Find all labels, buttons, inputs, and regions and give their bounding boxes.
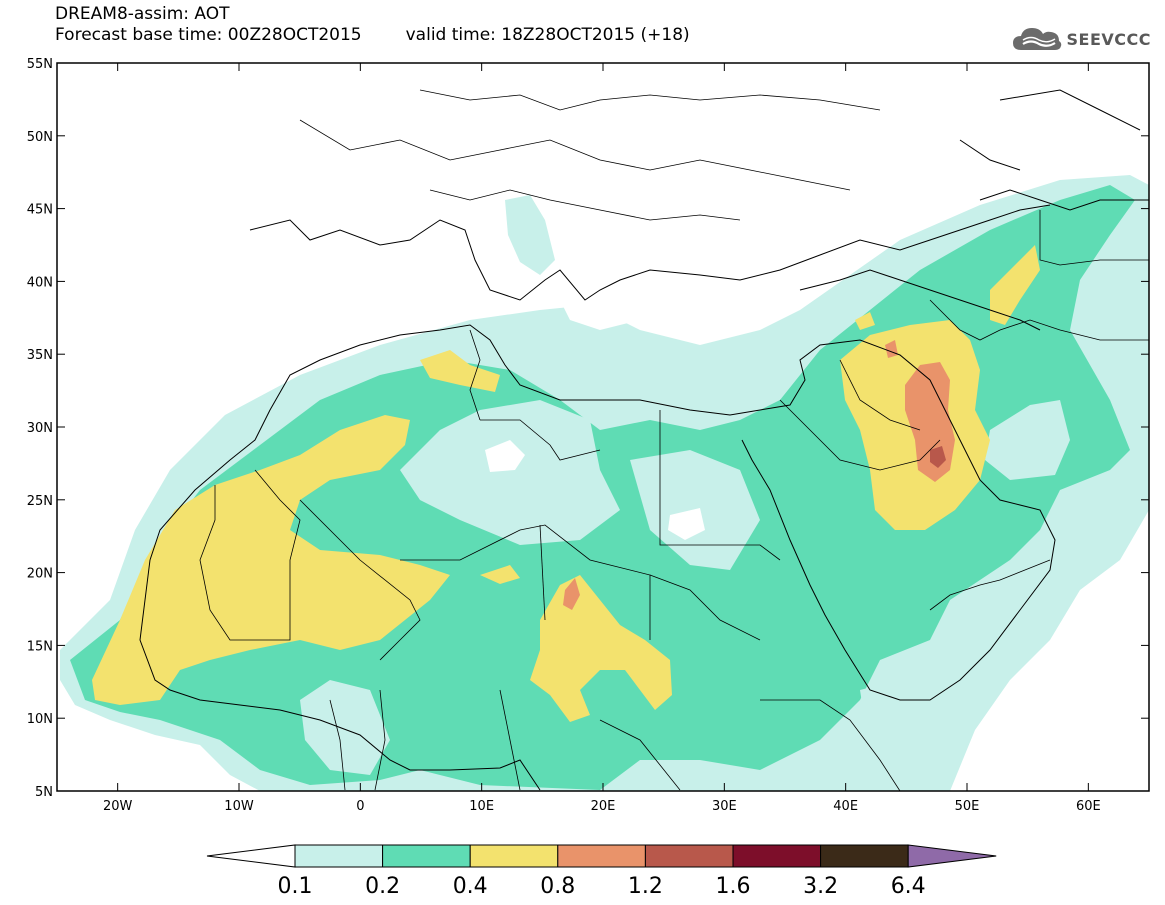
lon-tick-label: 10E (469, 799, 494, 814)
colorbar-label: 6.4 (891, 874, 926, 899)
lon-tick-label: 10W (224, 799, 254, 814)
lon-tick-label: 20W (103, 799, 133, 814)
colorbar-label: 0.4 (453, 874, 488, 899)
colorbar-box (644, 844, 734, 868)
aot-level-1-2 (930, 446, 946, 468)
lat-tick-label: 55N (27, 57, 53, 72)
lat-tick-label: 15N (27, 639, 53, 654)
colorbar-box (294, 844, 384, 868)
colorbar: 0.1 0.2 0.4 0.8 1.2 1.6 3.2 6.4 (206, 844, 997, 899)
lat-tick-label: 10N (27, 712, 53, 727)
forecast-times: Forecast base time: 00Z28OCT2015 valid ti… (55, 25, 690, 45)
base-time: Forecast base time: 00Z28OCT2015 (55, 25, 362, 45)
lat-tick-label: 45N (27, 203, 53, 218)
aot-level-0-4 (92, 245, 1040, 722)
lon-axis: 20W 10W 0 10E 20E 30E 40E 50E 60E (103, 63, 1101, 814)
colorbar-box (469, 844, 559, 868)
lat-tick-label: 35N (27, 348, 53, 363)
lat-axis: 55N 50N 45N 40N 35N 30N 25N 20N 15N 10N 5N (27, 57, 1149, 800)
lon-tick-label: 0 (356, 799, 364, 814)
colorbar-box (557, 844, 646, 868)
colorbar-label: 0.2 (365, 874, 400, 899)
aot-level-0-1-interior (300, 250, 1149, 775)
lat-tick-label: 40N (27, 275, 53, 290)
lon-tick-label: 50E (955, 799, 980, 814)
cloud-logo-icon (1012, 28, 1061, 50)
aot-field (57, 63, 1149, 791)
colorbar-label: 1.2 (628, 874, 663, 899)
colorbar-label: 0.1 (278, 874, 313, 899)
colorbar-box (732, 844, 822, 868)
lon-tick-label: 40E (833, 799, 858, 814)
valid-time: valid time: 18Z28OCT2015 (+18) (405, 25, 690, 45)
colorbar-label: 0.8 (540, 874, 575, 899)
lon-tick-label: 60E (1076, 799, 1101, 814)
colorbar-box (382, 844, 471, 868)
country-borders (199, 89, 1149, 791)
coastlines (139, 89, 1149, 791)
colorbar-box (820, 844, 909, 868)
lat-tick-label: 30N (27, 421, 53, 436)
colorbar-label: 3.2 (803, 874, 838, 899)
logo-text: SEEVCCC (1066, 29, 1151, 49)
lon-tick-label: 20E (591, 799, 616, 814)
logo: SEEVCCC (1011, 24, 1152, 54)
colorbar-label: 1.6 (716, 874, 751, 899)
lat-tick-label: 50N (27, 130, 53, 145)
map-title: DREAM8-assim: AOT (55, 4, 230, 24)
lon-tick-label: 30E (712, 799, 737, 814)
aot-below-threshold (485, 300, 705, 540)
colorbar-over-triangle (907, 844, 997, 868)
lat-tick-label: 20N (27, 567, 53, 582)
colorbar-under-triangle (206, 844, 296, 868)
lat-tick-label: 5N (35, 785, 53, 800)
lat-tick-label: 25N (27, 494, 53, 509)
